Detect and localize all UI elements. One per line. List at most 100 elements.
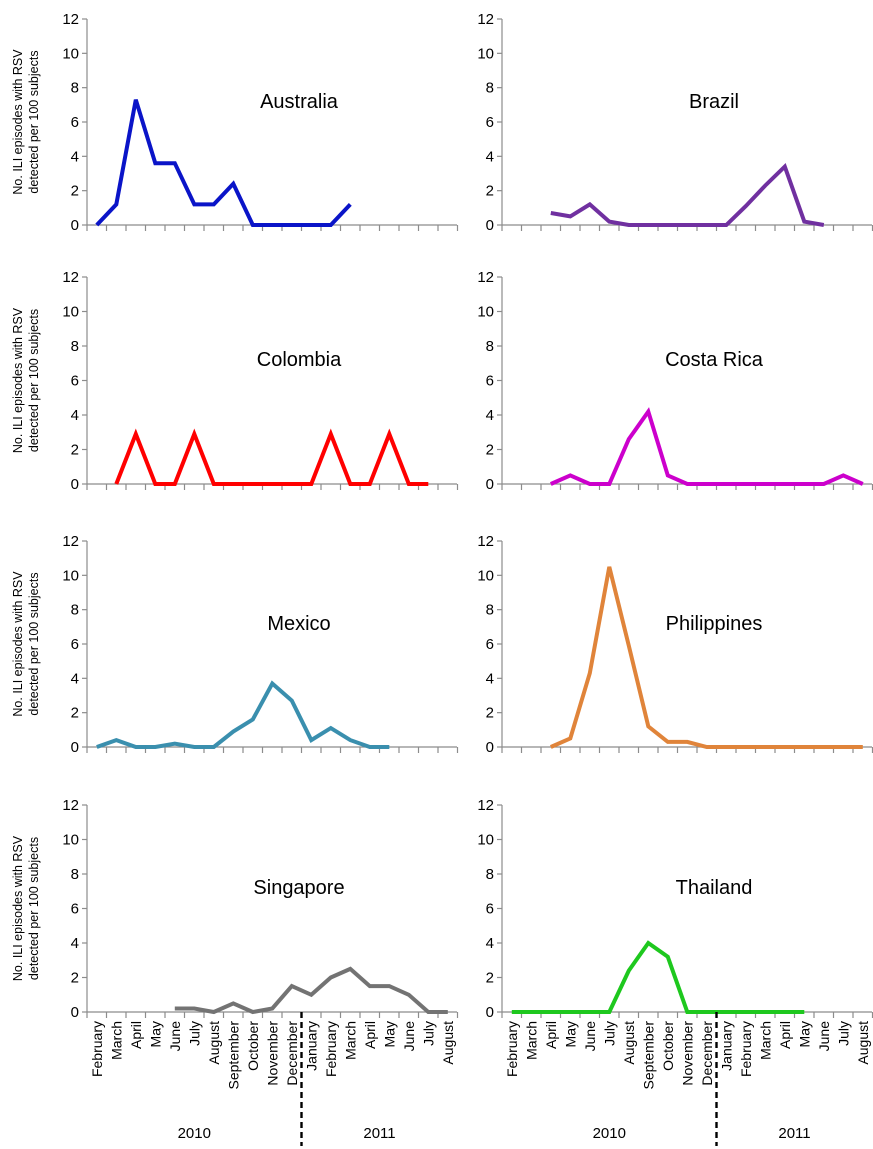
y-tick-label: 2	[486, 183, 494, 200]
y-tick-label: 0	[71, 217, 79, 234]
y-tick-label: 12	[477, 269, 494, 286]
y-tick-label: 4	[71, 935, 79, 952]
y-tick-label: 2	[71, 442, 79, 459]
x-tick-label: June	[401, 1021, 417, 1052]
x-tick-label: November	[264, 1021, 280, 1086]
y-tick-label: 8	[486, 866, 494, 883]
x-tick-label: February	[504, 1021, 520, 1077]
y-tick-label: 0	[71, 1004, 79, 1021]
x-tick-label: June	[582, 1021, 598, 1052]
y-tick-label: 4	[71, 148, 79, 165]
y-tick-label: 0	[71, 739, 79, 756]
x-tick-label: April	[362, 1021, 378, 1049]
y-tick-label: 12	[477, 533, 494, 550]
y-tick-label: 0	[486, 217, 494, 234]
y-tick-label: 0	[486, 476, 494, 493]
y-tick-label: 0	[486, 1004, 494, 1021]
x-tick-label: November	[679, 1021, 695, 1086]
x-tick-label: October	[245, 1021, 261, 1071]
x-tick-label: May	[562, 1021, 578, 1047]
x-tick-label: February	[89, 1021, 105, 1077]
panel-title: Thailand	[676, 877, 753, 899]
x-tick-label: February	[738, 1021, 754, 1077]
year-label: 2011	[363, 1125, 395, 1142]
y-tick-label: 12	[62, 533, 79, 550]
panel-title: Philippines	[666, 613, 763, 635]
y-tick-label: 12	[477, 797, 494, 814]
y-tick-label: 8	[486, 338, 494, 355]
series-line	[96, 680, 390, 749]
panel-mexico: 0 2 4 6 8 10 12 No. ILI episodes with RSV detect…	[11, 533, 459, 756]
x-tick-label: March	[342, 1021, 358, 1060]
panel-title: Costa Rica	[665, 349, 764, 371]
y-tick-label: 8	[71, 338, 79, 355]
x-tick-label: January	[718, 1021, 734, 1071]
y-tick-label: 2	[486, 705, 494, 722]
y-tick-label: 10	[477, 45, 494, 62]
x-tick-label: January	[303, 1021, 319, 1071]
y-tick-label: 10	[62, 567, 79, 584]
series-line	[95, 99, 352, 227]
y-axis-label-line-2: detected per 100 subjects	[27, 837, 41, 980]
panel-title: Colombia	[257, 349, 342, 371]
panel-title: Mexico	[267, 613, 330, 635]
y-tick-label: 8	[71, 866, 79, 883]
x-tick-label: December	[699, 1021, 715, 1086]
y-axis-label-line-1: No. ILI episodes with RSV	[11, 835, 25, 981]
y-tick-label: 4	[71, 670, 79, 687]
y-tick-label: 4	[486, 148, 494, 165]
year-label: 2010	[593, 1125, 626, 1142]
y-axis-label-line-2: detected per 100 subjects	[27, 572, 41, 715]
y-tick-label: 8	[486, 602, 494, 619]
y-tick-label: 6	[486, 114, 494, 131]
y-tick-label: 6	[486, 901, 494, 918]
x-tick-label: December	[284, 1021, 300, 1086]
y-tick-label: 10	[62, 304, 79, 321]
y-tick-label: 10	[477, 304, 494, 321]
y-tick-label: 12	[62, 797, 79, 814]
panel-brazil: 0 2 4 6 8 10 12 Brazil	[477, 11, 873, 234]
x-tick-label: April	[128, 1021, 144, 1049]
series-line	[549, 407, 864, 486]
y-tick-label: 6	[486, 373, 494, 390]
x-tick-label: August	[440, 1021, 456, 1065]
x-tick-label: March	[523, 1021, 539, 1060]
panel-title: Singapore	[253, 877, 344, 899]
y-axis-label-line-1: No. ILI episodes with RSV	[11, 49, 25, 195]
x-tick-label: May	[381, 1021, 397, 1047]
x-tick-label: February	[323, 1021, 339, 1077]
y-tick-label: 0	[71, 476, 79, 493]
y-tick-label: 12	[62, 269, 79, 286]
panel-title: Brazil	[689, 91, 739, 113]
y-tick-label: 6	[71, 636, 79, 653]
x-tick-label: July	[835, 1021, 851, 1046]
y-tick-label: 12	[62, 11, 79, 28]
y-axis-label-line-2: detected per 100 subjects	[27, 50, 41, 193]
y-tick-label: 4	[71, 407, 79, 424]
y-tick-label: 4	[486, 935, 494, 952]
x-tick-label: September	[640, 1021, 656, 1090]
y-tick-label: 4	[486, 407, 494, 424]
series-line	[550, 162, 825, 227]
x-tick-label: October	[660, 1021, 676, 1071]
y-tick-label: 2	[71, 970, 79, 987]
y-tick-label: 6	[486, 636, 494, 653]
y-tick-label: 2	[71, 183, 79, 200]
y-tick-label: 6	[71, 373, 79, 390]
y-tick-label: 10	[477, 832, 494, 849]
x-tick-label: August	[621, 1021, 637, 1065]
x-tick-label: March	[108, 1021, 124, 1060]
panel-philippines: 0 2 4 6 8 10 12 Philippines	[477, 533, 873, 756]
y-tick-label: 6	[71, 901, 79, 918]
series-line	[549, 566, 863, 749]
x-tick-label: September	[225, 1021, 241, 1090]
x-tick-label: August	[855, 1021, 871, 1065]
x-tick-label: August	[206, 1021, 222, 1065]
panel-colombia: 0 2 4 6 8 10 12 No. ILI episodes with RSV detect…	[11, 269, 459, 493]
x-tick-label: May	[796, 1021, 812, 1047]
y-tick-label: 10	[62, 45, 79, 62]
y-axis-label-line-2: detected per 100 subjects	[27, 309, 41, 452]
y-tick-label: 2	[71, 705, 79, 722]
panel-costa-rica: 0 2 4 6 8 10 12 Costa Rica	[477, 269, 873, 493]
